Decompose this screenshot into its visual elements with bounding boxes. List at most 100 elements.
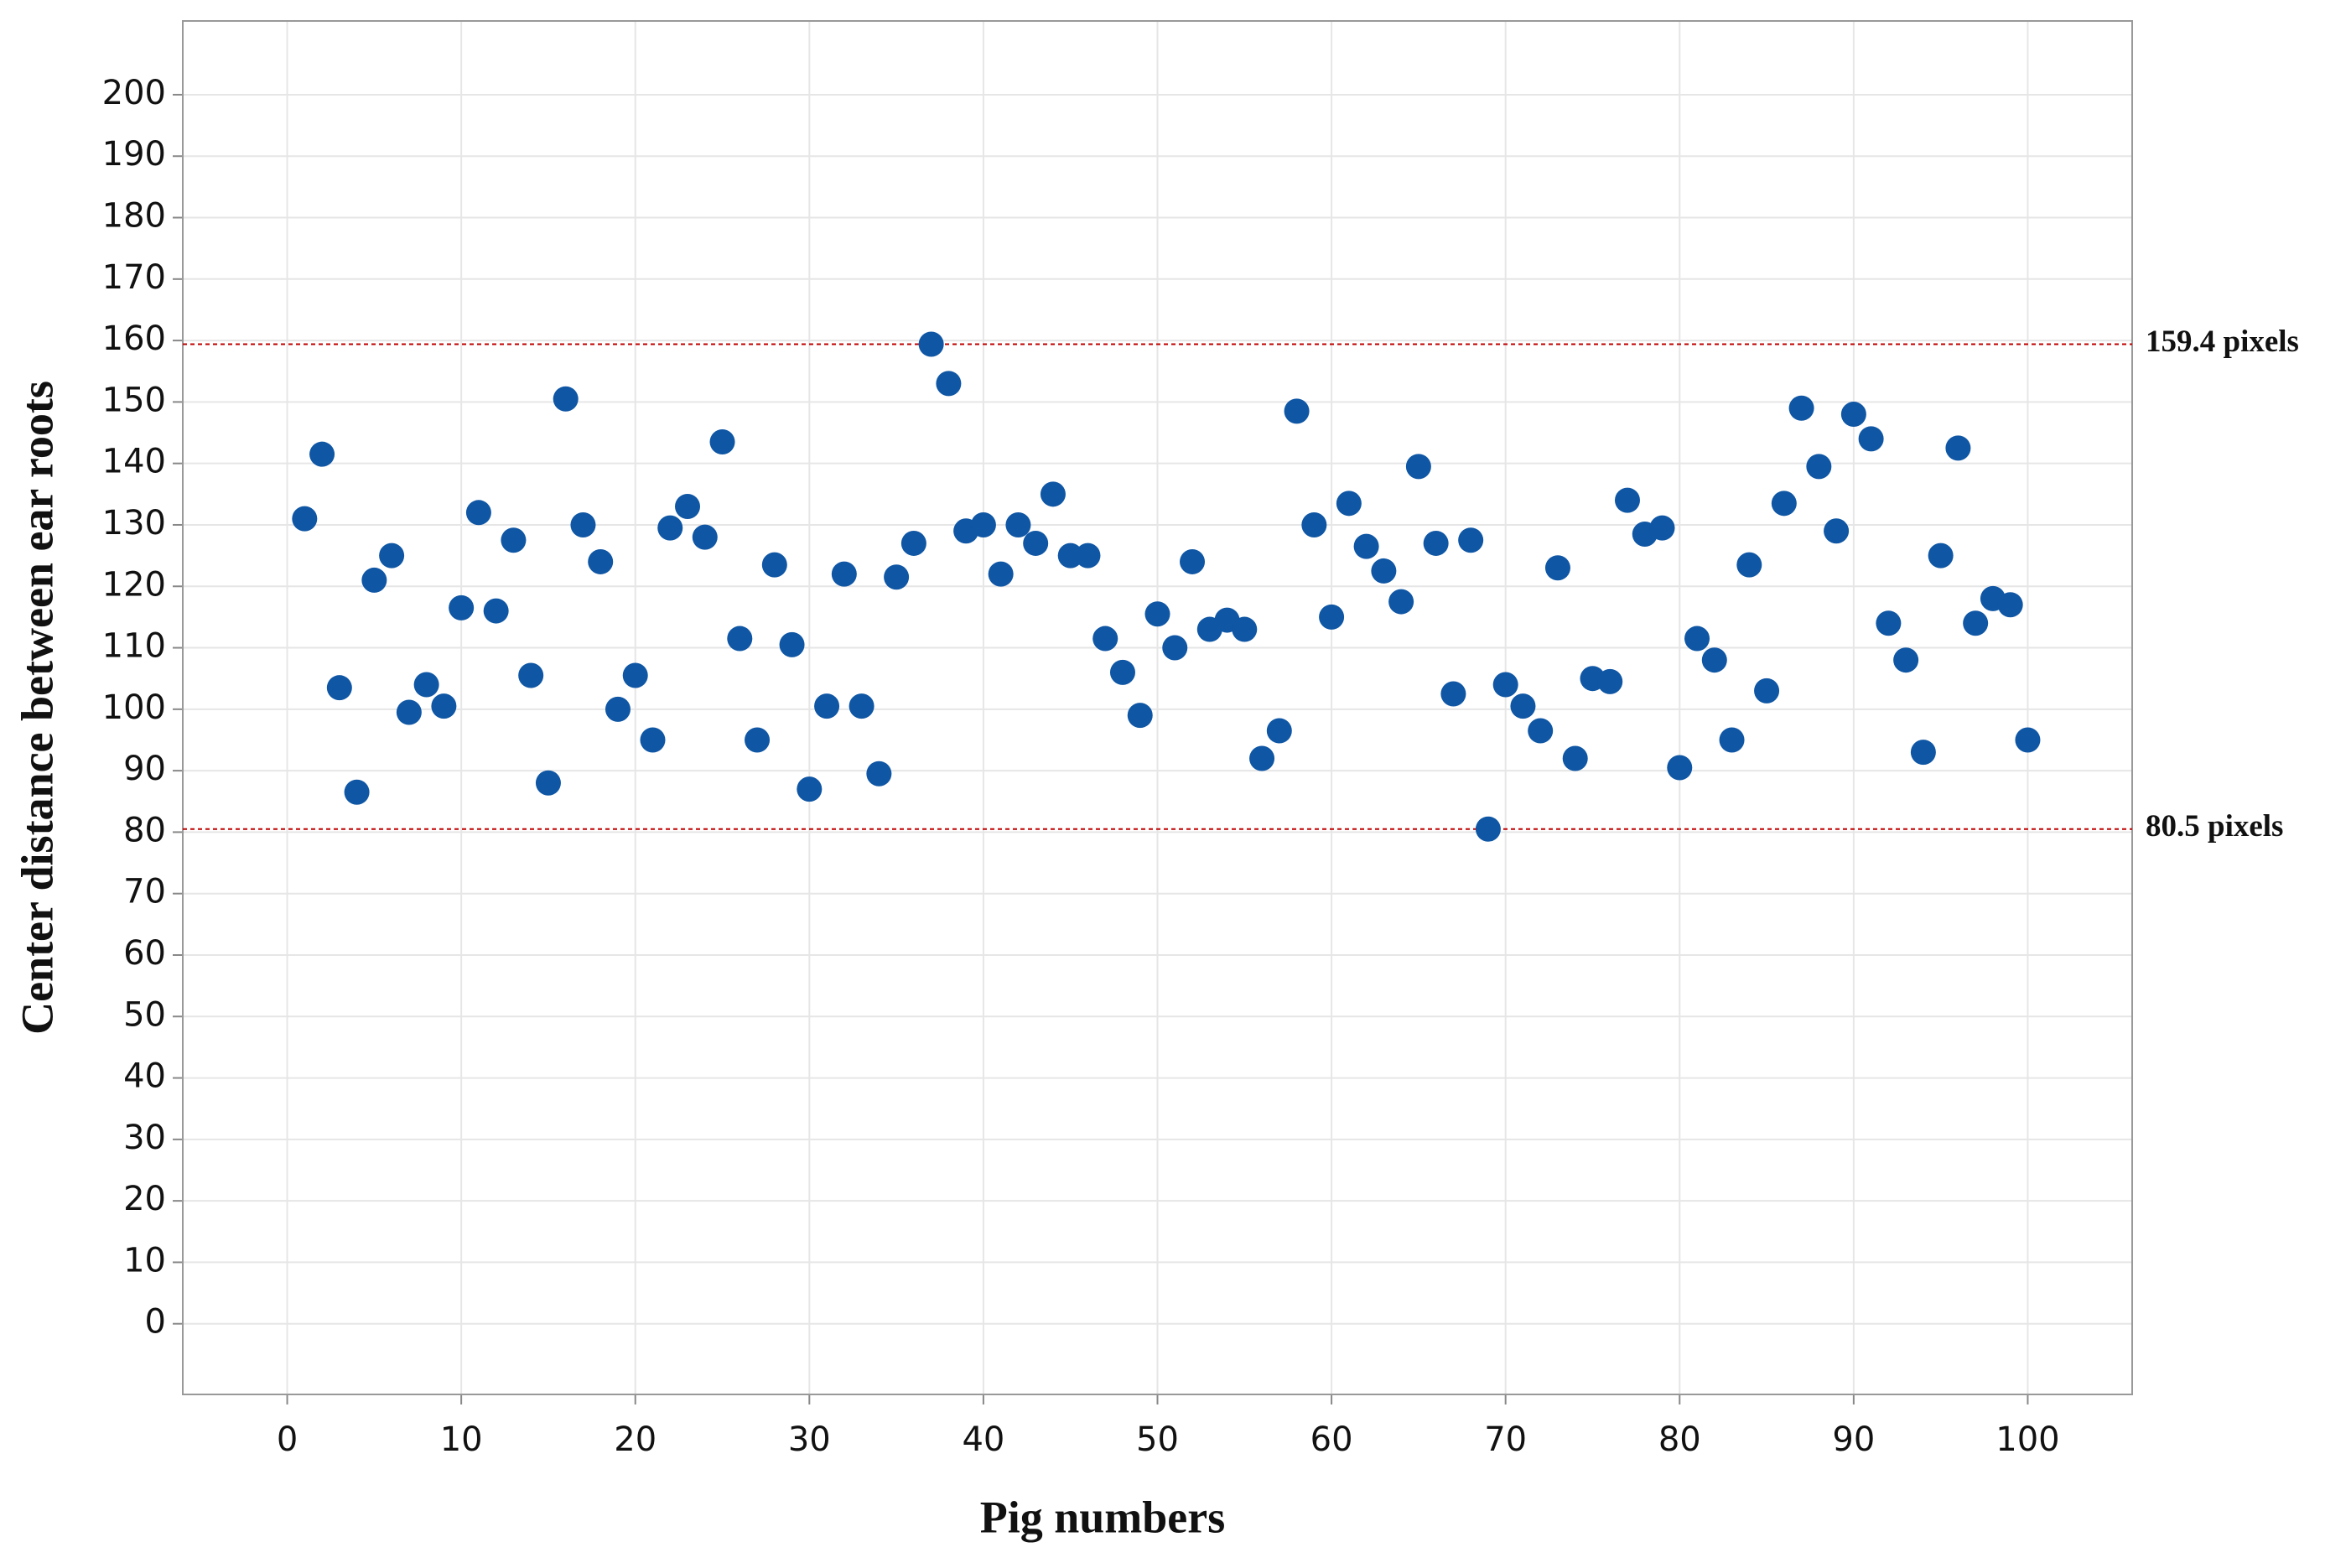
point [814,693,840,719]
y-tick-label: 30 [123,1119,166,1157]
y-tick-label: 10 [123,1241,166,1280]
point [1684,626,1710,652]
reference-label: 80.5 pixels [2146,809,2283,844]
y-tick-label: 130 [102,504,166,543]
x-tick-label: 100 [1995,1420,2059,1459]
point [797,776,823,802]
y-axis-title: Center distance between ear roots [12,381,62,1035]
point [640,727,666,753]
point [1806,454,1832,480]
point [831,561,857,587]
point [988,561,1014,587]
point [1997,592,2023,618]
point [884,564,910,590]
point [413,672,439,698]
point [465,500,491,526]
x-tick-label: 10 [440,1420,483,1459]
y-tick-label: 200 [102,74,166,112]
point [1284,398,1310,424]
point [1597,668,1623,694]
point [1232,616,1258,642]
point [1423,530,1449,556]
point [866,761,892,787]
point [1127,703,1153,729]
point [518,662,544,688]
point [309,441,335,467]
y-tick-label: 150 [102,381,166,419]
y-tick-label: 110 [102,627,166,666]
point [1005,511,1031,537]
point [1701,647,1727,673]
point [779,631,805,657]
point [692,524,718,550]
x-tick-label: 60 [1310,1420,1353,1459]
point [1719,727,1745,753]
point [709,429,735,455]
point [326,675,352,701]
x-tick-label: 30 [788,1420,831,1459]
point [449,594,475,620]
point [553,386,579,412]
point [1109,659,1135,685]
point [1824,518,1850,544]
reference-label: 159.4 pixels [2146,325,2299,359]
point [1754,678,1780,704]
point [761,552,787,578]
y-tick-label: 80 [123,811,166,849]
point [1440,681,1466,707]
point [1771,491,1797,517]
point [1510,693,1536,719]
point [605,696,631,722]
point [1180,548,1206,574]
point [1910,740,1936,766]
point [1492,672,1518,698]
point [431,693,457,719]
point [1371,558,1397,584]
point [1040,481,1066,507]
point [1353,533,1379,559]
point [849,693,874,719]
point [1092,626,1118,652]
point [1388,589,1414,615]
y-tick-label: 20 [123,1180,166,1218]
point [1301,511,1327,537]
x-axis-title: Pig numbers [980,1492,1226,1542]
point [1858,426,1884,452]
point [745,727,771,753]
plot-frame [182,20,2133,1395]
point [1667,755,1693,781]
point [1788,395,1814,421]
y-tick-label: 120 [102,565,166,604]
y-tick-label: 0 [145,1303,166,1342]
y-tick-label: 140 [102,443,166,481]
point [675,493,701,519]
x-tick-label: 80 [1658,1420,1701,1459]
x-tick-label: 70 [1484,1420,1527,1459]
x-tick-label: 40 [962,1420,1004,1459]
y-tick-label: 50 [123,995,166,1034]
point [1649,515,1675,541]
point [535,770,561,796]
point [1458,527,1484,553]
x-tick-label: 20 [614,1420,657,1459]
point [1162,635,1188,661]
point [1336,491,1362,517]
y-tick-label: 180 [102,197,166,236]
point [936,371,962,397]
point [1475,816,1501,842]
point [1876,610,1902,636]
y-tick-label: 100 [102,688,166,727]
x-tick-label: 0 [277,1420,298,1459]
point [2015,727,2041,753]
y-tick-label: 90 [123,750,166,788]
point [970,511,996,537]
point [1614,487,1640,513]
x-tick-label: 50 [1136,1420,1179,1459]
point [1023,530,1049,556]
point [1840,402,1866,428]
point [727,626,753,652]
point [1928,543,1954,569]
point [396,699,422,725]
y-tick-label: 70 [123,873,166,911]
